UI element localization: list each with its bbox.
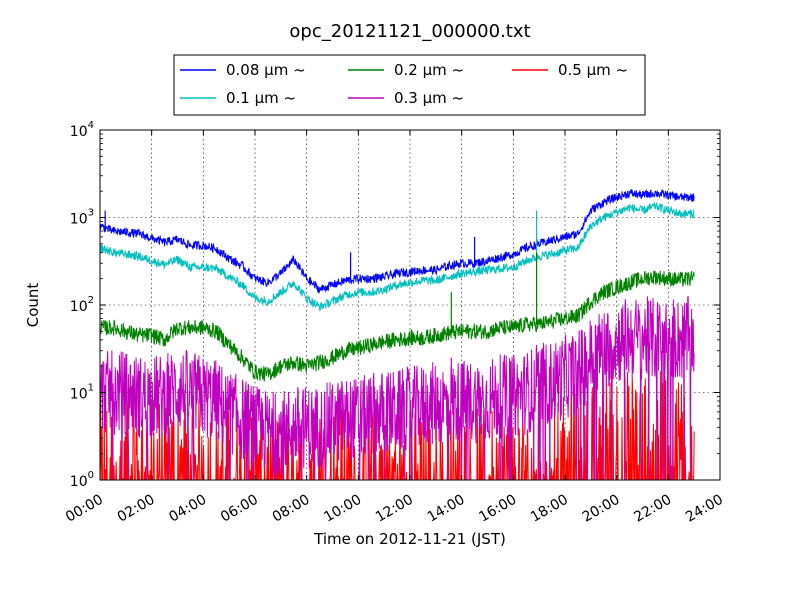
y-tick-label: 101 xyxy=(70,383,94,403)
x-tick-label: 16:00 xyxy=(476,492,519,526)
x-tick-label: 02:00 xyxy=(115,492,158,526)
x-tick-label: 24:00 xyxy=(683,492,726,526)
y-tick-label: 104 xyxy=(70,120,94,140)
x-axis-label: Time on 2012-11-21 (JST) xyxy=(313,530,506,548)
legend-label: 0.3 μm ~ xyxy=(394,89,464,107)
x-tick-label: 18:00 xyxy=(528,492,571,526)
x-tick-label: 10:00 xyxy=(321,492,364,526)
x-tick-label: 00:00 xyxy=(63,492,106,526)
series-layer xyxy=(99,188,695,481)
x-tick-label: 12:00 xyxy=(373,492,416,526)
x-tick-label: 22:00 xyxy=(631,492,674,526)
legend-frame xyxy=(173,54,646,116)
y-tick-label: 102 xyxy=(70,295,94,315)
legend: 0.08 μm ~ 0.1 μm ~ 0.2 μm ~ 0.3 μm ~ 0.5 μm … xyxy=(173,54,646,116)
x-tick-label: 20:00 xyxy=(580,492,623,526)
x-tick-label: 04:00 xyxy=(166,492,209,526)
series-line xyxy=(99,202,695,312)
x-tick-label: 14:00 xyxy=(425,492,468,526)
series-line xyxy=(99,296,695,481)
y-tick-label: 100 xyxy=(70,470,94,490)
x-tick-label: 06:00 xyxy=(218,492,261,526)
x-tick-label: 08:00 xyxy=(270,492,313,526)
legend-label: 0.1 μm ~ xyxy=(226,89,296,107)
series-line xyxy=(99,270,695,382)
legend-label: 0.5 μm ~ xyxy=(558,61,628,79)
y-tick-label: 103 xyxy=(70,208,94,228)
chart-title: opc_20121121_000000.txt xyxy=(289,21,530,42)
series-line xyxy=(99,188,695,294)
y-axis-label: Count xyxy=(24,283,42,328)
legend-label: 0.2 μm ~ xyxy=(394,61,464,79)
legend-label: 0.08 μm ~ xyxy=(226,61,306,79)
